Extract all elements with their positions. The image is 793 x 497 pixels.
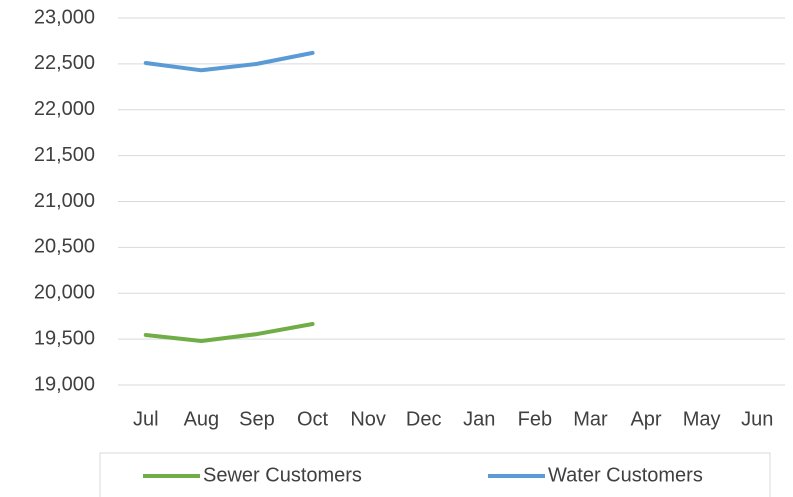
x-tick-label: Aug xyxy=(184,408,220,430)
x-tick-label: Jan xyxy=(463,408,495,430)
x-tick-label: Oct xyxy=(297,408,329,430)
y-tick-label: 22,500 xyxy=(34,52,95,74)
series-line xyxy=(143,321,315,343)
y-tick-label: 19,500 xyxy=(34,327,95,349)
x-tick-label: Jul xyxy=(133,408,159,430)
x-tick-label: Jun xyxy=(741,408,773,430)
legend-label: Sewer Customers xyxy=(203,464,362,486)
y-tick-label: 20,500 xyxy=(34,236,95,258)
legend-box xyxy=(99,452,771,497)
y-tick-label: 22,000 xyxy=(34,98,95,120)
x-tick-label: Dec xyxy=(406,408,442,430)
legend-label: Water Customers xyxy=(548,464,703,486)
series-line xyxy=(143,50,315,73)
y-tick-label: 21,000 xyxy=(34,190,95,212)
y-tick-label: 19,000 xyxy=(34,373,95,395)
y-tick-label: 23,000 xyxy=(34,6,95,28)
y-tick-label: 20,000 xyxy=(34,282,95,304)
x-tick-label: Feb xyxy=(518,408,552,430)
x-tick-label: Mar xyxy=(573,408,608,430)
x-tick-label: Nov xyxy=(350,408,386,430)
x-tick-label: Apr xyxy=(630,408,661,430)
x-tick-label: May xyxy=(683,408,721,430)
y-tick-label: 21,500 xyxy=(34,144,95,166)
x-tick-label: Sep xyxy=(239,408,275,430)
